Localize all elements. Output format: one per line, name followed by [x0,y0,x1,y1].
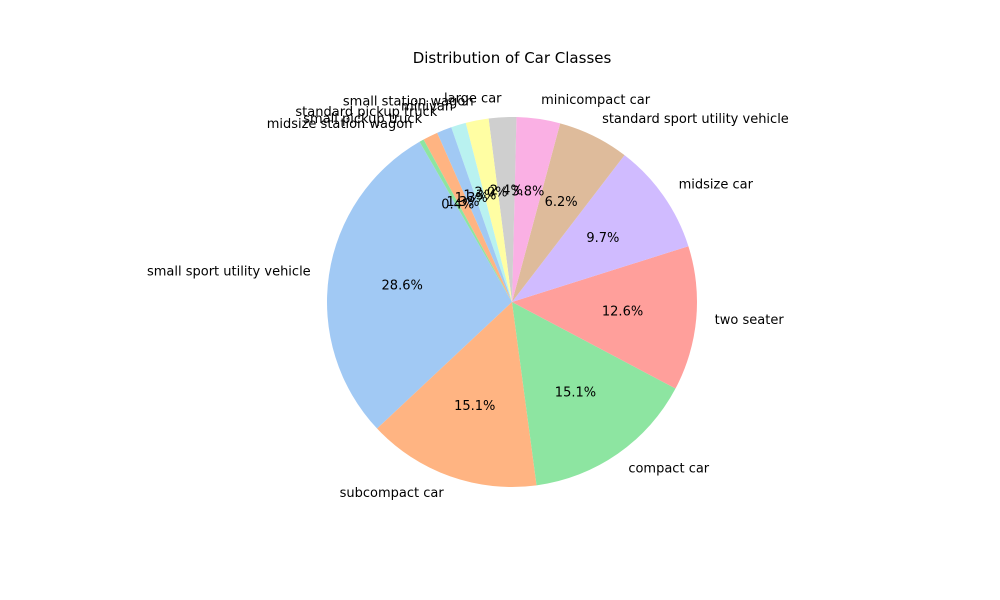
category-label: midsize station wagon [267,117,413,132]
pie-slice [512,302,676,486]
category-label: compact car [628,461,709,476]
percent-label: 0.4% [441,198,474,213]
percent-label: 2.0% [475,185,508,200]
percent-label: 6.2% [545,195,578,210]
category-label: subcompact car [340,486,445,501]
percent-label: 1.3% [463,188,496,203]
category-label: large car [444,91,502,106]
pie-slices [326,117,697,487]
category-label: minicompact car [541,93,651,108]
percent-label: 9.7% [586,231,619,246]
percent-labels: 28.6% 15.1% 15.1% 12.6% 9.7% 6.2%3.8%2.4%2.0%… [382,184,644,414]
percent-label: 1.3% [455,191,488,206]
category-label: small sport utility vehicle [147,265,311,280]
pie-slice [326,141,512,429]
pie-slice [465,118,512,302]
pie-slice [512,123,625,302]
category-label: minivan [401,100,453,115]
pie-slice [512,117,561,303]
pie-slice [512,246,697,389]
percent-label: 2.4% [490,184,523,199]
chart-title: Distribution of Car Classes [413,49,612,67]
category-label: standard sport utility vehicle [602,112,789,127]
category-label: standard pickup truck [295,105,437,120]
percent-label: 12.6% [602,305,643,320]
percent-label: 3.8% [511,185,544,200]
category-labels: small sport utility vehicle subcompact ca… [147,91,789,501]
percent-label: 28.6% [382,278,423,293]
category-label: small station wagon [343,95,474,110]
pie-slice [451,122,512,302]
pie-slice [419,139,512,302]
pie-slice [423,132,512,302]
category-label: midsize car [679,178,754,193]
percent-label: 1.3% [446,195,479,210]
category-label: two seater [715,313,785,328]
pie-slice [488,117,517,303]
pie-slice [377,302,537,487]
pie-slice [437,127,512,303]
percent-label: 15.1% [555,386,596,401]
category-label: small pickup truck [303,112,422,127]
pie-slice [512,155,689,302]
percent-label: 15.1% [454,399,495,414]
